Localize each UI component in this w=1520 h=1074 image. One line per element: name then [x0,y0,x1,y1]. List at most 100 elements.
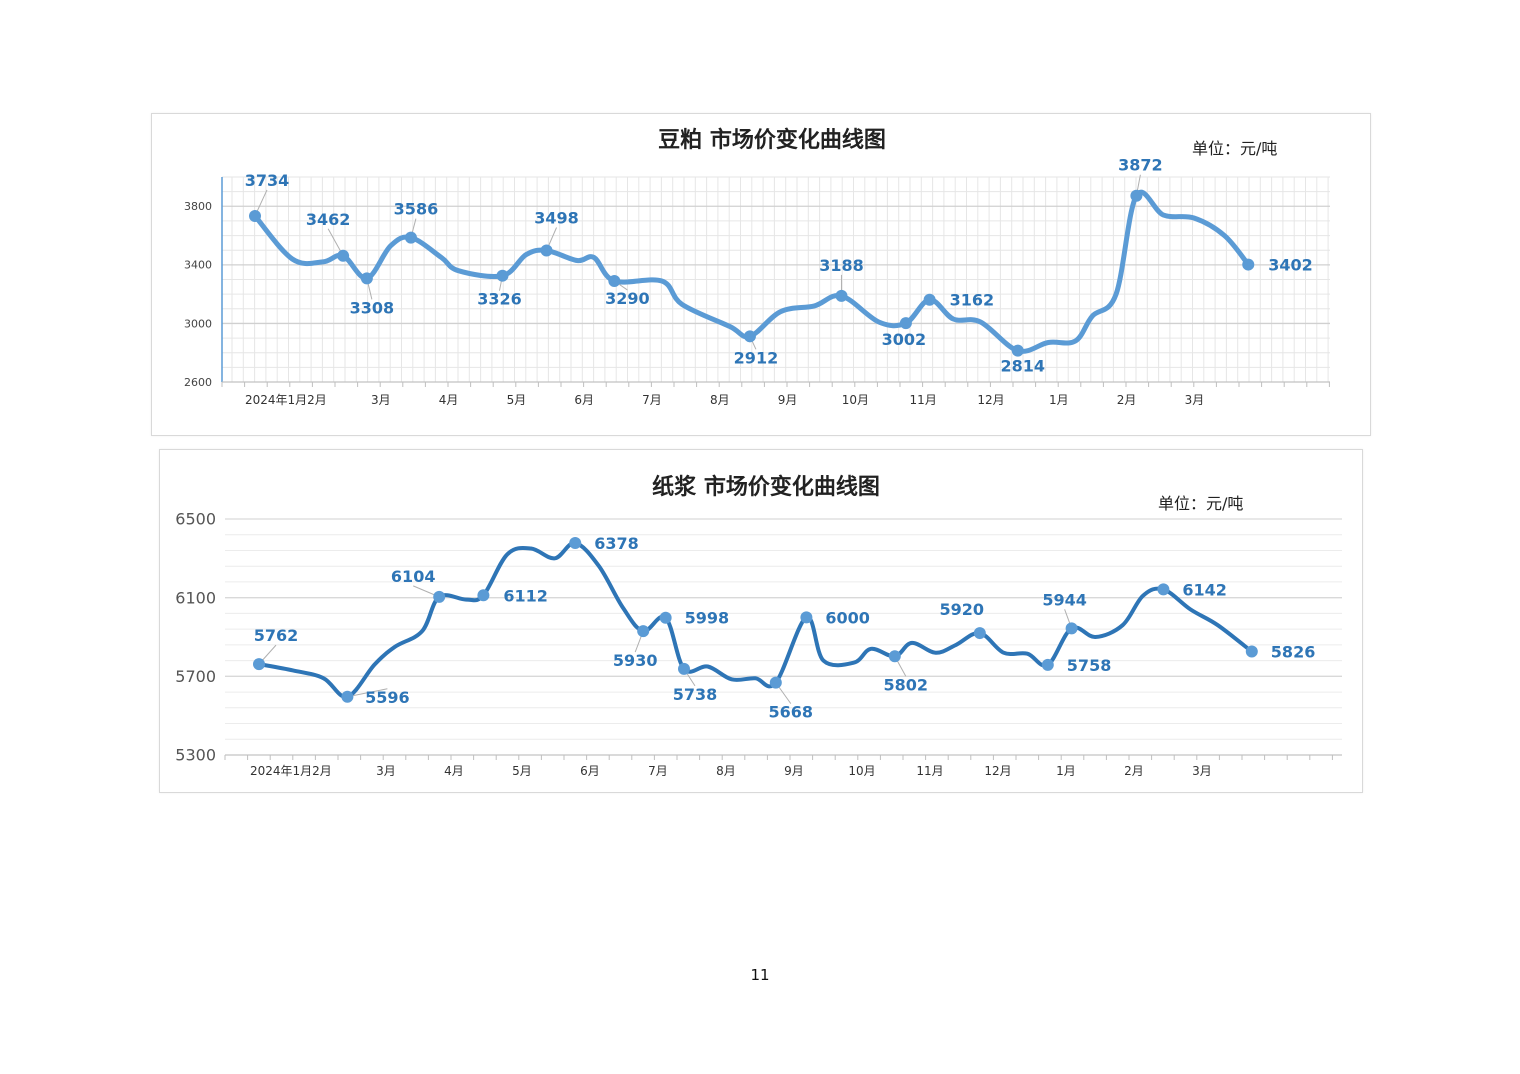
data-point-marker [1245,645,1258,658]
data-label: 6104 [391,567,436,586]
x-tick-label: 11月 [916,764,943,778]
data-label: 3326 [477,290,522,309]
data-point-marker [569,536,582,549]
y-tick-label: 3000 [184,317,212,330]
data-label: 2814 [1000,357,1045,376]
data-point-marker [899,317,912,330]
data-point-marker [800,611,813,624]
data-label: 3188 [819,256,864,275]
data-label: 6142 [1182,580,1227,599]
data-point-marker [337,249,350,262]
data-label: 5758 [1067,656,1112,675]
data-point-marker [835,289,848,302]
data-label: 3402 [1268,256,1313,275]
x-tick-label: 6月 [574,393,594,407]
x-tick-label: 9月 [778,393,798,407]
page-number: 11 [750,966,770,984]
data-label: 3162 [950,291,995,310]
y-tick-label: 3800 [184,200,212,213]
x-tick-label: 2月 [312,764,332,778]
x-tick-label: 2024年1月 [250,764,312,778]
data-label-leader [347,688,388,698]
x-tick-label: 10月 [848,764,875,778]
data-point-marker [253,658,265,671]
data-point-marker [1011,344,1024,357]
x-tick-label: 12月 [984,764,1011,778]
x-tick-label: 6月 [580,764,600,778]
data-point-marker [973,627,986,640]
y-tick-label: 5300 [175,746,216,765]
data-point-marker [1065,622,1078,635]
y-tick-label: 6100 [175,588,216,607]
x-tick-label: 9月 [784,764,804,778]
data-label: 5668 [769,703,814,722]
data-point-marker [888,650,901,663]
data-label: 3872 [1118,156,1163,175]
data-point-marker [433,590,446,603]
data-label: 3002 [882,330,927,349]
chart-title: 豆粕 市场价变化曲线图 [658,127,886,153]
data-point-marker [743,330,756,343]
data-point-marker [1242,258,1255,271]
y-tick-label: 2600 [184,376,212,389]
y-tick-label: 3400 [184,259,212,272]
x-tick-label: 3月 [371,393,391,407]
x-tick-label: 1月 [1049,393,1069,407]
data-point-marker [678,662,690,675]
data-point-marker [360,272,373,285]
data-label: 3734 [245,171,290,190]
data-label: 3462 [306,210,351,229]
data-point-marker [496,269,509,282]
data-label: 6112 [503,586,548,605]
x-tick-label: 7月 [642,393,662,407]
x-tick-label: 3月 [376,764,396,778]
data-label: 5826 [1271,643,1316,662]
data-point-marker [477,589,490,602]
data-point-marker [659,611,672,624]
data-label: 5762 [254,626,299,645]
x-tick-label: 8月 [710,393,730,407]
data-point-marker [1157,583,1170,596]
soymeal-chart-panel: 豆粕 市场价变化曲线图 单位：元/吨 2600 3000 3400 3800 2024年1月… [151,113,1371,436]
x-tick-label: 4月 [444,764,464,778]
data-label: 3498 [534,209,579,228]
chart-title: 纸浆 市场价变化曲线图 [652,474,880,500]
data-label: 5738 [673,685,718,704]
pulp-chart-panel: 纸浆 市场价变化曲线图单位：元/吨 5300 5700 6100 6500 2024年1月… [159,449,1363,793]
x-tick-label: 2月 [1124,764,1144,778]
x-tick-label: 5月 [512,764,532,778]
x-tick-label: 12月 [977,393,1004,407]
data-point-marker [923,293,936,306]
data-label: 5944 [1042,590,1087,609]
unit-label: 单位：元/吨 [1158,494,1243,513]
data-point-marker [1041,658,1054,671]
x-tick-label: 3月 [1185,393,1205,407]
data-point-marker [540,244,553,257]
x-tick-label: 2月 [1117,393,1137,407]
y-tick-label: 6500 [175,510,216,529]
data-label: 3290 [605,289,650,308]
data-point-marker [404,231,417,244]
x-tick-label: 8月 [716,764,736,778]
y-tick-label: 5700 [175,667,216,686]
data-point-marker [637,625,650,638]
x-tick-label: 4月 [439,393,459,407]
data-label: 6000 [825,608,870,627]
x-tick-label: 1月 [1056,764,1076,778]
data-label: 3308 [350,298,395,317]
x-tick-label: 5月 [507,393,527,407]
data-point-marker [608,274,621,287]
soymeal-price-chart: 豆粕 市场价变化曲线图 单位：元/吨 2600 3000 3400 3800 2024年1月… [184,127,1330,407]
data-label: 6378 [594,534,639,553]
x-tick-label: 10月 [842,393,869,407]
data-label: 5998 [685,609,730,628]
data-label: 2912 [734,348,779,367]
x-tick-label: 11月 [910,393,937,407]
data-label: 3586 [394,200,439,219]
x-tick-label: 2月 [307,393,327,407]
data-point-marker [769,676,782,689]
unit-label: 单位：元/吨 [1192,139,1277,158]
data-point-marker [1130,189,1143,202]
data-label: 5930 [613,651,658,670]
